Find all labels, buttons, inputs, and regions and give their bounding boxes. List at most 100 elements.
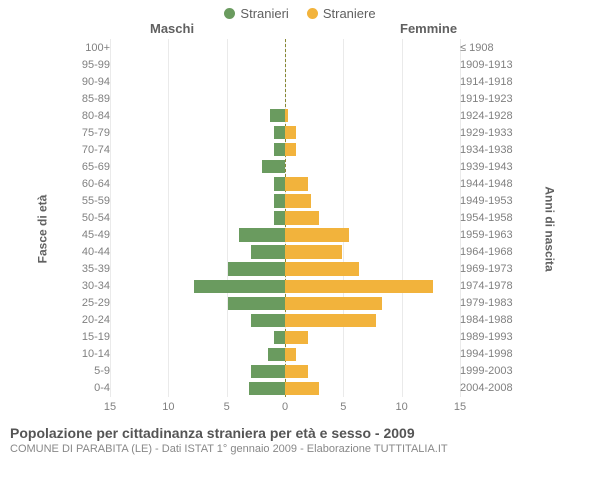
bar-pair xyxy=(114,107,456,124)
chart-footer: Popolazione per cittadinanza straniera p… xyxy=(0,419,600,455)
bar-pair xyxy=(114,56,456,73)
age-label: 100+ xyxy=(70,42,114,54)
bar-pair xyxy=(114,329,456,346)
bar-female xyxy=(285,245,342,258)
year-label: 1979-1983 xyxy=(456,297,520,309)
legend-swatch-male xyxy=(224,8,235,19)
bar-female xyxy=(285,331,308,344)
bar-male xyxy=(249,382,285,395)
bar-male xyxy=(262,160,285,173)
pyramid-row: 25-29 1979-1983 xyxy=(70,295,520,312)
header-female: Femmine xyxy=(400,21,457,36)
pyramid-row: 100+≤ 1908 xyxy=(70,39,520,56)
bar-female xyxy=(285,314,376,327)
bar-female xyxy=(285,143,296,156)
bar-pair xyxy=(114,90,456,107)
bar-pair xyxy=(114,124,456,141)
age-label: 90-94 xyxy=(70,76,114,88)
year-label: 1914-1918 xyxy=(456,76,520,88)
bar-pair xyxy=(114,295,456,312)
bar-pair xyxy=(114,261,456,278)
bar-female xyxy=(285,211,319,224)
x-tick: 0 xyxy=(282,401,288,413)
bar-male xyxy=(228,262,285,275)
year-label: 1964-1968 xyxy=(456,246,520,258)
x-tick: 10 xyxy=(162,401,174,413)
bar-male xyxy=(270,109,285,122)
age-label: 35-39 xyxy=(70,263,114,275)
x-tick: 15 xyxy=(454,401,466,413)
legend: Stranieri Straniere xyxy=(0,0,600,21)
bar-female xyxy=(285,177,308,190)
year-label: 1969-1973 xyxy=(456,263,520,275)
bar-pair xyxy=(114,141,456,158)
pyramid-row: 60-641944-1948 xyxy=(70,175,520,192)
year-label: 1974-1978 xyxy=(456,280,520,292)
bar-pair xyxy=(114,158,456,175)
bar-male xyxy=(251,245,285,258)
x-tick: 15 xyxy=(104,401,116,413)
bar-male xyxy=(228,297,285,310)
pyramid-row: 5-91999-2003 xyxy=(70,363,520,380)
bar-female xyxy=(285,262,359,275)
age-label: 60-64 xyxy=(70,178,114,190)
year-label: 1959-1963 xyxy=(456,229,520,241)
legend-item-female: Straniere xyxy=(307,6,376,21)
bar-pair xyxy=(114,192,456,209)
bar-pair xyxy=(114,363,456,380)
x-axis: 15105051015 xyxy=(110,399,460,419)
plot-area: Fasce di età Anni di nascita 100+≤ 1908 9… xyxy=(0,39,600,419)
bar-pair xyxy=(114,244,456,261)
bar-female xyxy=(285,109,288,122)
bar-pair xyxy=(114,209,456,226)
pyramid-row: 80-841924-1928 xyxy=(70,107,520,124)
age-label: 75-79 xyxy=(70,127,114,139)
pyramid-row: 40-441964-1968 xyxy=(70,244,520,261)
bar-pair xyxy=(114,227,456,244)
age-label: 55-59 xyxy=(70,195,114,207)
pyramid-row: 35-39 1969-1973 xyxy=(70,261,520,278)
age-label: 15-19 xyxy=(70,331,114,343)
year-label: 1939-1943 xyxy=(456,161,520,173)
legend-label-male: Stranieri xyxy=(240,6,288,21)
bar-male xyxy=(268,348,285,361)
pyramid-row: 65-691939-1943 xyxy=(70,158,520,175)
bar-male xyxy=(274,143,285,156)
bar-male xyxy=(251,365,285,378)
age-label: 45-49 xyxy=(70,229,114,241)
bar-male xyxy=(274,194,285,207)
age-label: 25-29 xyxy=(70,297,114,309)
year-label: 1989-1993 xyxy=(456,331,520,343)
year-label: 1994-1998 xyxy=(456,348,520,360)
pyramid-row: 30-341974-1978 xyxy=(70,278,520,295)
year-label: 1934-1938 xyxy=(456,144,520,156)
pyramid-row: 55-59 1949-1953 xyxy=(70,192,520,209)
year-label: 1984-1988 xyxy=(456,314,520,326)
year-label: 1949-1953 xyxy=(456,195,520,207)
bar-female xyxy=(285,348,296,361)
legend-label-female: Straniere xyxy=(323,6,376,21)
pyramid-row: 15-19 1989-1993 xyxy=(70,329,520,346)
bar-male xyxy=(194,280,285,293)
age-label: 50-54 xyxy=(70,212,114,224)
y-axis-label-right: Anni di nascita xyxy=(542,186,556,271)
bar-male xyxy=(274,211,285,224)
bar-male xyxy=(274,177,285,190)
age-label: 85-89 xyxy=(70,93,114,105)
x-tick: 5 xyxy=(224,401,230,413)
bar-female xyxy=(285,280,433,293)
legend-swatch-female xyxy=(307,8,318,19)
bar-male xyxy=(239,228,285,241)
chart-subtitle: COMUNE DI PARABITA (LE) - Dati ISTAT 1° … xyxy=(10,443,590,455)
bar-female xyxy=(285,194,311,207)
pyramid-row: 70-741934-1938 xyxy=(70,141,520,158)
bar-male xyxy=(251,314,285,327)
pyramid-row: 45-49 1959-1963 xyxy=(70,227,520,244)
y-axis-label-left: Fasce di età xyxy=(35,195,49,264)
year-label: 2004-2008 xyxy=(456,382,520,394)
pyramid-row: 20-241984-1988 xyxy=(70,312,520,329)
chart-title: Popolazione per cittadinanza straniera p… xyxy=(10,425,590,441)
population-pyramid-chart: Stranieri Straniere Maschi Femmine Fasce… xyxy=(0,0,600,500)
x-tick: 10 xyxy=(396,401,408,413)
pyramid-row: 50-541954-1958 xyxy=(70,209,520,226)
